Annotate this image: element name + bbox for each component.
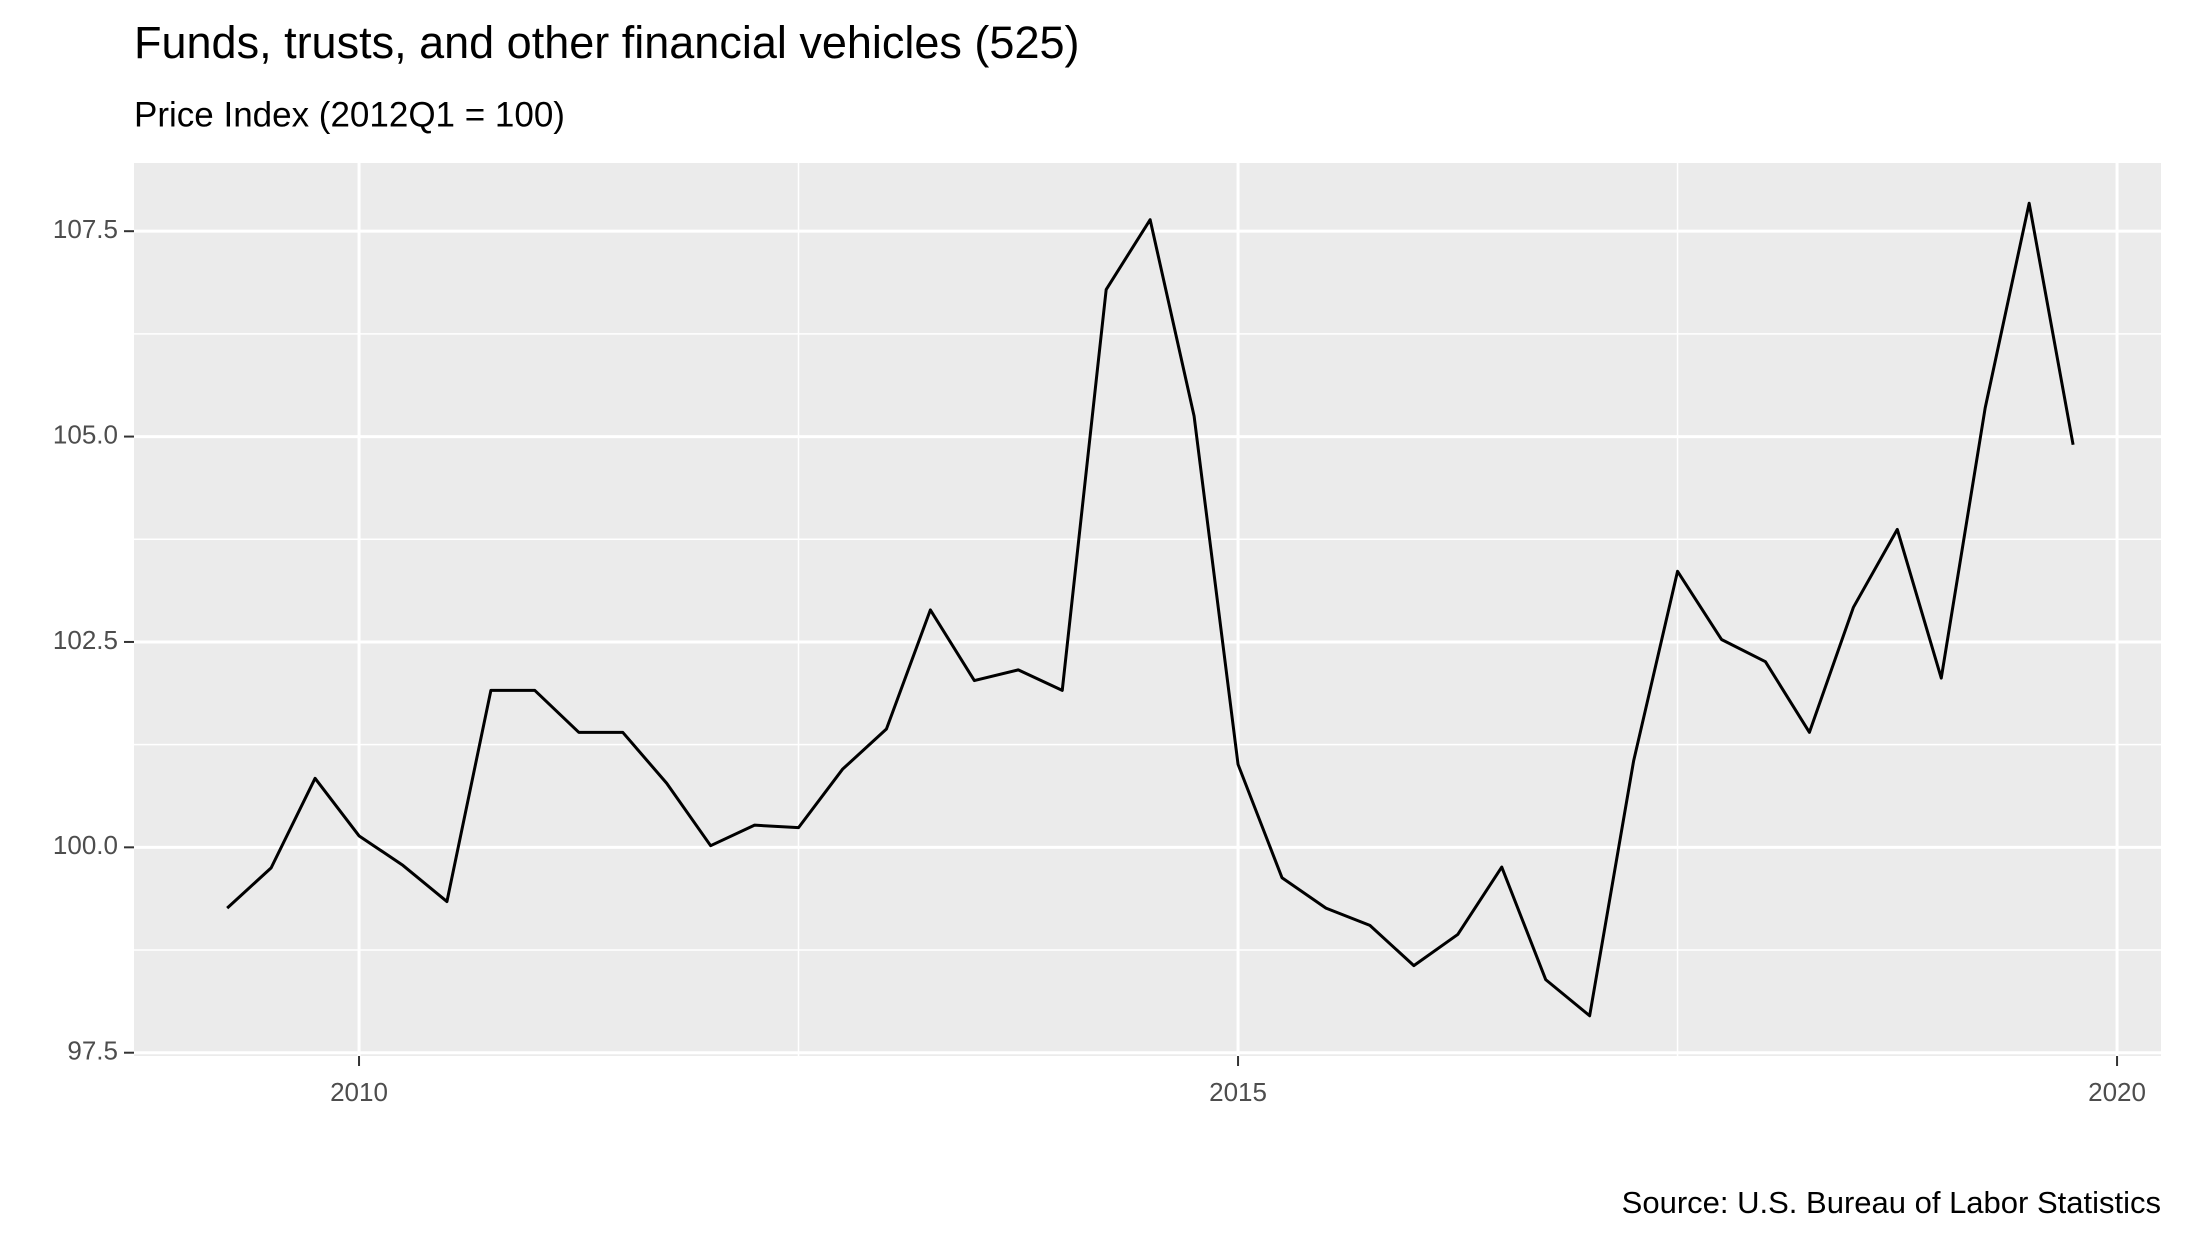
y-tick-label: 100.0 — [53, 830, 118, 860]
x-tick-label: 2015 — [1209, 1077, 1267, 1107]
y-tick-label: 107.5 — [53, 214, 118, 244]
y-tick-label: 105.0 — [53, 419, 118, 449]
caption: Source: U.S. Bureau of Labor Statistics — [1622, 1185, 2161, 1220]
chart-title: Funds, trusts, and other financial vehic… — [134, 17, 1079, 68]
x-tick-label: 2020 — [2088, 1077, 2146, 1107]
plot-panel — [134, 163, 2161, 1056]
line — [226, 201, 2075, 1018]
y-tick-label: 102.5 — [53, 625, 118, 655]
y-tick-label: 97.5 — [67, 1036, 118, 1066]
chart-subtitle: Price Index (2012Q1 = 100) — [134, 95, 565, 134]
x-tick-label: 2010 — [330, 1077, 388, 1107]
